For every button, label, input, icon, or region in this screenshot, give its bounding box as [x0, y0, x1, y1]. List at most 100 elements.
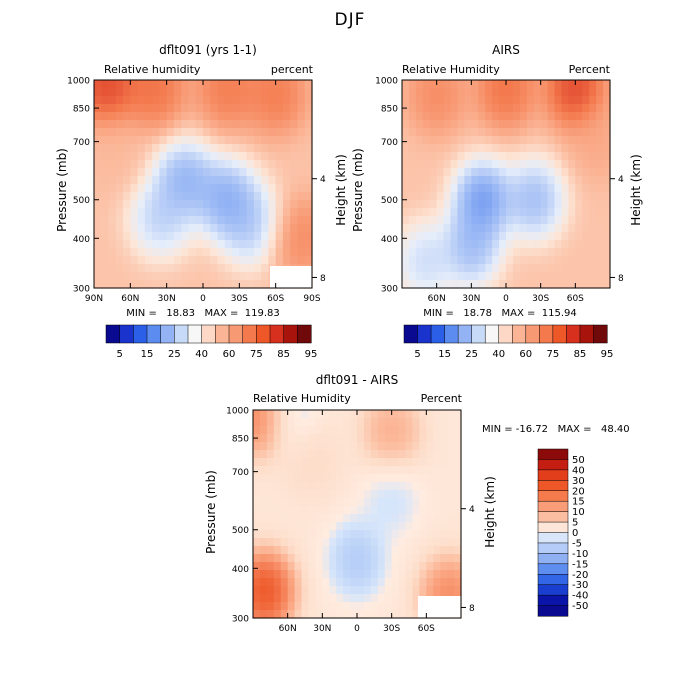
- field-cell: [294, 594, 303, 603]
- colorbar-swatch: [537, 511, 569, 523]
- field-cell: [343, 482, 351, 491]
- field-cell: [322, 506, 330, 515]
- field-cell: [130, 168, 139, 177]
- field-cell: [152, 176, 160, 185]
- field-cell: [582, 208, 590, 217]
- field-cell: [259, 530, 268, 539]
- field-cell: [422, 208, 431, 217]
- field-cell: [224, 144, 233, 153]
- field-cell: [266, 498, 275, 507]
- field-cell: [315, 586, 323, 595]
- field-cell: [540, 192, 549, 201]
- field-cell: [224, 224, 233, 233]
- field-cell: [370, 562, 379, 571]
- field-cell: [512, 96, 521, 105]
- field-cell: [253, 136, 262, 145]
- field-cell: [554, 280, 563, 289]
- field-cell: [232, 240, 240, 249]
- field-cell: [426, 434, 434, 443]
- field-cell: [402, 152, 410, 161]
- field-cell: [478, 280, 486, 289]
- field-cell: [540, 120, 549, 129]
- field-cell: [419, 490, 427, 499]
- field-cell: [152, 152, 160, 161]
- field-cell: [101, 248, 110, 257]
- y-tick-label: 1000: [67, 77, 90, 87]
- field-cell: [547, 96, 556, 105]
- field-cell: [246, 112, 255, 121]
- field-cell: [101, 272, 110, 281]
- field-cell: [457, 216, 465, 225]
- colorbar-tick-label: 15: [572, 497, 585, 508]
- field-cell: [273, 506, 282, 515]
- field-cell: [343, 554, 351, 563]
- field-cell: [203, 184, 211, 193]
- field-cell: [419, 458, 427, 467]
- field-cell: [294, 450, 303, 459]
- field-cell: [246, 152, 255, 161]
- field-cell: [589, 224, 597, 233]
- field-cell: [273, 410, 282, 419]
- field-cell: [253, 610, 261, 619]
- field-cell: [130, 208, 139, 217]
- field-cell: [377, 434, 386, 443]
- field-cell: [506, 136, 514, 145]
- field-cell: [575, 128, 583, 137]
- field-cell: [457, 104, 465, 113]
- field-cell: [94, 280, 102, 289]
- field-cell: [357, 514, 365, 523]
- field-cell: [398, 490, 407, 499]
- field-cell: [268, 216, 277, 225]
- field-cell: [301, 466, 310, 475]
- field-cell: [426, 530, 434, 539]
- field-cell: [454, 442, 462, 451]
- field-cell: [357, 498, 365, 507]
- field-cell: [253, 232, 262, 241]
- field-cell: [266, 562, 275, 571]
- field-cell: [253, 530, 261, 539]
- field-cell: [582, 176, 590, 185]
- field-cell: [261, 224, 269, 233]
- field-cell: [336, 538, 344, 547]
- field-cell: [384, 594, 393, 603]
- field-cell: [315, 442, 323, 451]
- field-cell: [253, 168, 262, 177]
- field-cell: [322, 474, 330, 483]
- field-cell: [589, 280, 597, 289]
- field-cell: [203, 160, 211, 169]
- field-cell: [370, 450, 379, 459]
- field-cell: [280, 410, 289, 419]
- field-cell: [357, 538, 365, 547]
- field-cell: [232, 224, 240, 233]
- field-cell: [253, 184, 262, 193]
- field-cell: [426, 578, 434, 587]
- field-cell: [282, 224, 291, 233]
- field-cell: [506, 184, 514, 193]
- x-tick-label: 90N: [85, 294, 103, 304]
- field-cell: [447, 418, 455, 427]
- field-cell: [384, 610, 393, 619]
- field-cell: [210, 216, 219, 225]
- field-cell: [268, 80, 277, 89]
- field-cell: [261, 152, 269, 161]
- field-cell: [290, 232, 299, 241]
- field-cell: [512, 176, 521, 185]
- field-cell: [290, 256, 299, 265]
- field-cell: [282, 232, 291, 241]
- field-cell: [282, 256, 291, 265]
- field-cell: [137, 88, 146, 97]
- field-cell: [447, 530, 455, 539]
- field-cell: [137, 144, 146, 153]
- field-cell: [259, 546, 268, 555]
- field-cell: [301, 538, 310, 547]
- field-cell: [512, 184, 521, 193]
- field-cell: [412, 578, 420, 587]
- field-cell: [181, 184, 190, 193]
- field-cell: [287, 602, 296, 611]
- field-cell: [181, 160, 190, 169]
- field-cell: [398, 474, 407, 483]
- field-cell: [443, 208, 452, 217]
- field-cell: [115, 224, 124, 233]
- field-cell: [166, 88, 175, 97]
- field-cell: [408, 112, 417, 121]
